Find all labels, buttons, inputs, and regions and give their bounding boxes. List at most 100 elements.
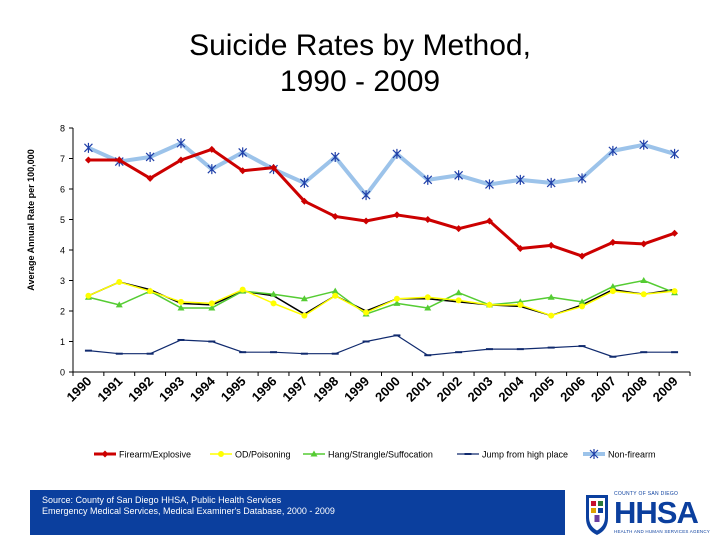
data-point-hang-strangle-suffocation	[393, 299, 401, 306]
data-point-non-firearm	[423, 174, 433, 185]
y-tick-label: 1	[60, 337, 65, 347]
y-tick-label: 0	[60, 368, 65, 378]
data-point-firearm-explosive	[115, 156, 123, 164]
data-point-hang-strangle-suffocation	[640, 277, 648, 283]
data-point-firearm-explosive	[671, 229, 679, 237]
data-point-non-firearm	[670, 148, 679, 159]
data-point-non-firearm	[84, 142, 93, 153]
data-point-hang-strangle-suffocation	[609, 283, 617, 290]
x-tick-label: 1995	[218, 374, 249, 405]
data-point-od-poisoning	[455, 297, 462, 304]
hhsa-logo: COUNTY OF SAN DIEGO HHSA HEALTH AND HUMA…	[582, 491, 710, 537]
x-tick-label: 1992	[125, 374, 156, 405]
x-tick-label: 1994	[187, 373, 219, 405]
data-point-od-poisoning	[424, 294, 431, 301]
data-point-od-poisoning	[393, 295, 400, 302]
data-point-non-firearm	[454, 170, 464, 181]
x-tick-label: 2001	[403, 374, 434, 405]
x-tick-label: 1998	[310, 374, 341, 405]
data-point-non-firearm	[546, 177, 556, 188]
y-tick-label: 4	[60, 246, 65, 256]
logo-wordmark: HHSA	[614, 495, 699, 530]
data-point-non-firearm	[330, 151, 340, 162]
data-point-firearm-explosive	[578, 252, 586, 260]
x-tick-label: 1999	[341, 374, 372, 405]
data-point-non-firearm	[392, 148, 402, 159]
data-point-hang-strangle-suffocation	[455, 289, 463, 296]
data-point-od-poisoning	[609, 288, 616, 295]
x-tick-label: 1990	[63, 374, 94, 405]
data-point-hang-strangle-suffocation	[115, 301, 123, 308]
data-point-non-firearm	[639, 139, 649, 150]
source-line-1: Source: County of San Diego HHSA, Public…	[42, 495, 282, 505]
data-point-hang-strangle-suffocation	[578, 298, 586, 305]
series-line-non-firearm	[87, 141, 676, 198]
x-tick-label: 2009	[650, 374, 681, 405]
x-tick-label: 1991	[94, 374, 125, 405]
data-point-firearm-explosive	[640, 240, 648, 248]
data-point-firearm-explosive	[177, 156, 185, 164]
data-point-od-poisoning	[332, 292, 339, 299]
series-line-jump-from-high-place	[88, 334, 675, 358]
data-point-non-firearm	[176, 138, 186, 149]
data-point-od-poisoning	[548, 312, 555, 319]
x-tick-label: 1997	[279, 374, 310, 405]
y-tick-label: 3	[60, 276, 65, 286]
data-point-od-poisoning	[363, 309, 370, 316]
data-point-non-firearm	[145, 151, 155, 162]
series-line-hang-strangle-suffocation	[88, 279, 675, 315]
x-tick-label: 2007	[588, 374, 619, 405]
data-point-hang-strangle-suffocation	[300, 295, 308, 302]
data-point-hang-strangle-suffocation	[208, 304, 216, 311]
data-point-firearm-explosive	[239, 167, 247, 175]
title-line-2: 1990 - 2009	[279, 65, 441, 98]
x-tick-label: 2008	[619, 374, 650, 405]
data-point-od-poisoning	[671, 288, 678, 295]
y-tick-label: 5	[60, 215, 65, 225]
data-point-firearm-explosive	[424, 216, 432, 223]
y-tick-label: 6	[60, 185, 65, 195]
series-line-firearm-explosive	[88, 147, 676, 258]
x-tick-label: 2005	[526, 374, 557, 405]
data-point-od-poisoning	[517, 301, 524, 308]
x-tick-label: 2006	[557, 374, 588, 405]
data-point-hang-strangle-suffocation	[547, 293, 555, 300]
x-tick-label: 2003	[465, 374, 496, 405]
data-point-firearm-explosive	[393, 211, 401, 219]
data-point-hang-strangle-suffocation	[270, 290, 278, 297]
logo-emblem-icon	[586, 495, 608, 535]
data-point-non-firearm	[299, 177, 309, 188]
data-point-od-poisoning	[270, 300, 277, 307]
data-point-non-firearm	[238, 147, 248, 158]
data-point-firearm-explosive	[331, 212, 339, 220]
legend-marker-od-poisoning	[218, 451, 224, 457]
data-point-hang-strangle-suffocation	[177, 304, 185, 311]
data-point-non-firearm	[207, 164, 217, 175]
data-point-firearm-explosive	[547, 241, 555, 249]
y-axis-label: Average Annual Rate per 100,000	[26, 149, 36, 290]
source-line-2: Emergency Medical Services, Medical Exam…	[42, 506, 335, 516]
data-point-firearm-explosive	[516, 244, 524, 252]
data-point-firearm-explosive	[609, 238, 617, 246]
legend-marker-hang-strangle-suffocation	[310, 450, 318, 457]
data-point-non-firearm	[485, 179, 494, 190]
logo-subtitle: HEALTH AND HUMAN SERVICES AGENCY	[614, 529, 711, 534]
x-tick-label: 1996	[249, 374, 280, 405]
series-line-od-poisoning	[88, 281, 675, 317]
data-point-hang-strangle-suffocation	[424, 304, 432, 311]
data-point-non-firearm	[577, 173, 587, 184]
source-box: Source: County of San Diego HHSA, Public…	[30, 490, 565, 535]
legend-label-jump-from-high-place: Jump from high place	[482, 450, 568, 460]
data-point-firearm-explosive	[455, 225, 463, 233]
data-point-firearm-explosive	[84, 156, 92, 164]
data-point-firearm-explosive	[208, 145, 216, 153]
x-tick-label: 2004	[495, 373, 527, 405]
data-point-od-poisoning	[177, 298, 184, 305]
title-line-1: Suicide Rates by Method,	[189, 29, 531, 62]
logo-top-text: COUNTY OF SAN DIEGO	[614, 491, 679, 497]
data-point-non-firearm	[608, 145, 618, 156]
data-point-od-poisoning	[239, 286, 246, 293]
data-point-od-poisoning	[208, 300, 215, 307]
data-point-firearm-explosive	[270, 164, 278, 172]
y-tick-label: 2	[60, 307, 65, 317]
